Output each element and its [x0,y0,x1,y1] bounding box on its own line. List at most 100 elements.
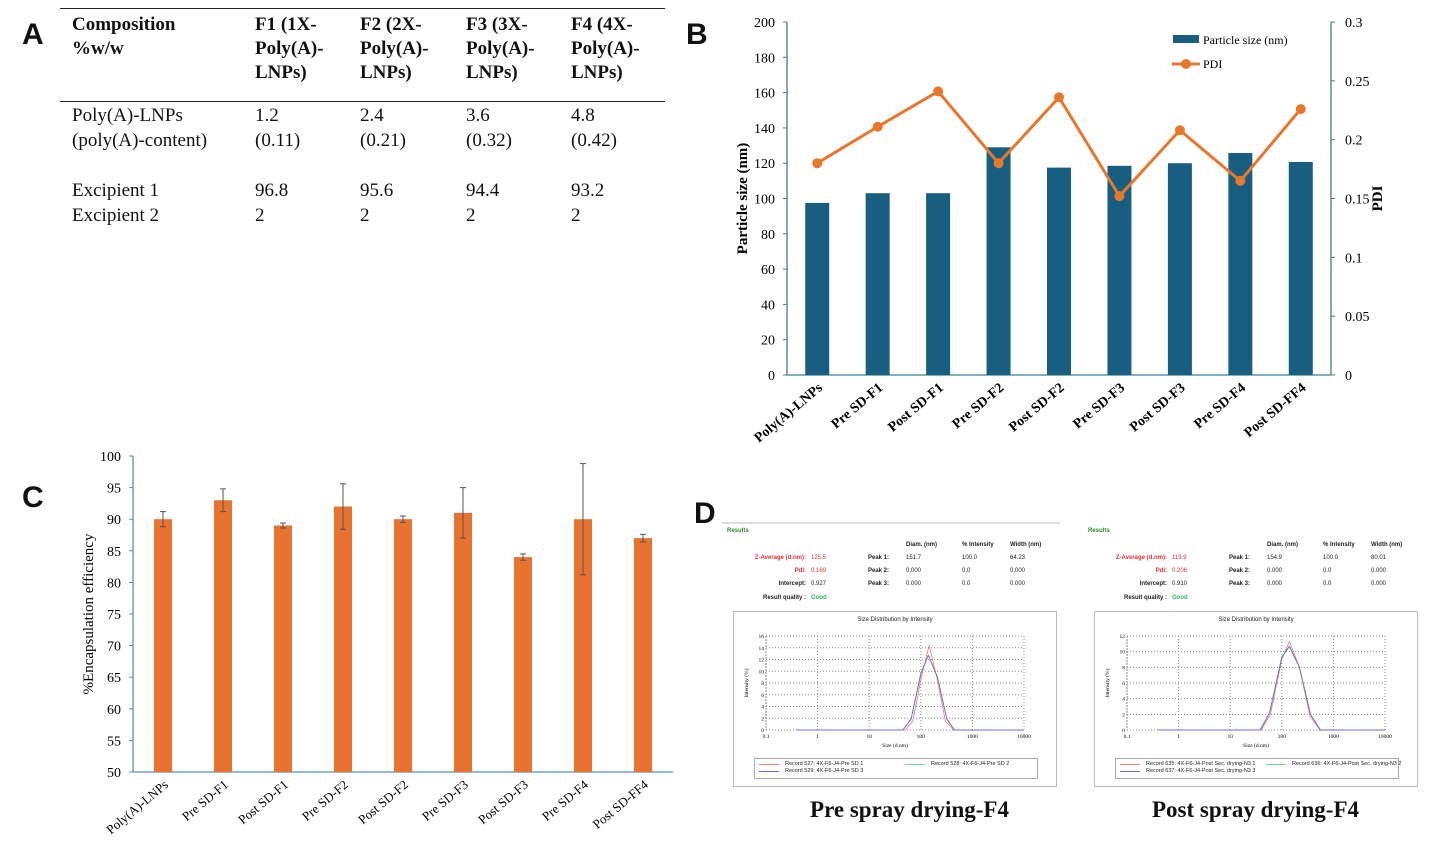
pdi-point [1114,191,1125,202]
x-tick-label: 1 [1177,734,1180,740]
legend-label-particle-size: Particle size (nm) [1203,33,1288,47]
size-distribution-chart: Size Distribution by Intensity 0.1 1 10 100 1… [1094,611,1418,787]
peak-value: 0.000 [1010,568,1026,574]
bar-particle-size [926,193,951,375]
legend-swatch-particle-size [1173,35,1199,43]
peak-value: 0.000 [906,581,922,587]
y-tick-label: 40 [761,298,775,313]
table-header-cell: Composition [72,14,176,35]
result-quality-label: Result quality : [1123,595,1167,601]
peak-value: 100.0 [1323,555,1339,561]
y-tick-label: 80 [107,576,121,591]
y-tick-label: 0 [768,369,775,384]
x-tick-label: 10 [1227,734,1233,740]
y-tick-label: 100 [100,450,121,465]
table-row-label: Excipient 2 [72,205,160,226]
dls-separator [722,522,1060,524]
y-tick-label: 75 [107,608,121,623]
table-cell: 2 [360,205,370,226]
table-header-cell: LNPs) [466,62,518,83]
dls-report: Results Diam. (nm) % Intensity Width (nm) Z-… [722,528,1067,798]
dls-report: Results Diam. (nm) % Intensity Width (nm) Z-… [1083,528,1428,798]
y-tick-label: 65 [107,671,121,686]
legend-label: Record 635: 4X-F6-J4-Post Sec. drying-N3… [1146,761,1256,767]
x-tick-label: 10000 [1017,734,1031,740]
x-tick-label: 1000 [1328,734,1339,740]
table-header-cell: Poly(A)- [360,38,429,59]
table-cell: 2 [571,205,581,226]
table-cell: 94.4 [466,180,500,201]
dls-legend: Record 527: 4X-F6-J4-Pre SD 1 Record 528:… [754,758,1038,779]
results-heading: Results [1088,528,1110,534]
bar-particle-size [986,147,1011,375]
bar-particle-size [1288,161,1313,375]
intercept-value: 0.910 [1172,581,1188,587]
bar-particle-size [865,193,890,375]
x-tick-label: 0.1 [763,734,770,740]
table-cell: 2 [466,205,476,226]
y-tick-label: 10 [1120,650,1126,656]
intercept-label: Intercept: [778,581,806,587]
y-tick-label: 100 [754,193,775,208]
legend-label: Record 636: 4X-F6-J4-Post Sec. drying-N3… [1292,761,1402,767]
peak-value: 0.000 [1010,581,1026,587]
table-cell: 93.2 [571,180,605,201]
peak-value: 0.0 [1323,581,1332,587]
panel-label-d: D [694,497,716,530]
size-distribution-plot: 0.1 1 10 100 1000 10000 0 2 4 6 8 10 12 14 16 Size (d.n… [743,634,1031,749]
result-quality-label: Result quality : [762,595,806,601]
peak-label: Peak 3: [1229,581,1251,587]
chart-title: Size Distribution by Intensity [1218,617,1294,623]
table-header-cell: LNPs) [255,62,307,83]
y-tick-label: 8 [1122,665,1125,671]
results-heading: Results [727,528,749,534]
table-cell: 1.2 [255,105,279,126]
table-top-rule [60,8,665,9]
peak-value: 154.9 [1267,555,1283,561]
legend-label: Record 527: 4X-F6-J4-Pre SD 1 [785,761,864,767]
table-cell: 96.8 [255,180,289,201]
record-curve [1158,645,1385,731]
particle-size-pdi-chart: 0 20 40 60 80 100 120 140 160 180 200 0 0.05 0.1 0.15 0… [735,16,1386,446]
record-curve [1158,646,1385,731]
bar-particle-size [805,202,830,375]
column-header: Diam. (nm) [1267,542,1299,548]
size-distribution-plot: 0.1 1 10 100 1000 10000 0 2 4 6 8 10 12 Size (d.nm) In… [1104,634,1392,749]
table-header-cell: Poly(A)- [466,38,535,59]
x-tick-label: 10000 [1378,734,1392,740]
column-header: % Intensity [962,542,994,548]
peak-label: Peak 2: [1229,568,1251,574]
legend-label: Record 637: 4X-F6-J4-Post Sec. drying-N3… [1146,768,1256,774]
y-tick-label: 90 [107,513,121,528]
table-cell: (0.21) [360,130,406,151]
legend-swatch [1120,771,1140,772]
y-tick-label: 200 [754,16,775,31]
x-tick-label: 10 [866,734,872,740]
peak-value: 0.000 [1371,568,1387,574]
y-tick-label: 12 [1120,634,1126,640]
record-curve [797,644,1024,731]
peak-value: 0.000 [1371,581,1387,587]
composition-table: Composition %w/w F1 (1X- Poly(A)- LNPs) F2 (2… [60,8,665,238]
pdi-point [1295,104,1306,115]
x-axis-label: Size (d.nm) [1243,742,1269,749]
peak-label: Peak 2: [868,568,890,574]
peak-value: 0.0 [1323,568,1332,574]
table-header-cell: Poly(A)- [255,38,324,59]
record-curve [1158,641,1385,731]
y-axis-label: Particle size (nm) [735,143,751,255]
table-cell: (0.42) [571,130,617,151]
legend-swatch [905,764,925,765]
peak-value: 0.000 [1267,581,1283,587]
size-distribution-chart: Size Distribution by Intensity 0.1 1 10 100 1… [733,611,1057,787]
peak-value: 64.23 [1010,555,1026,561]
y-tick-label: 6 [1122,681,1125,687]
table-row-label: Excipient 1 [72,180,160,201]
result-quality-value: Good [1172,595,1188,601]
peak-label: Peak 1: [1229,555,1251,561]
bar-encapsulation [514,557,532,772]
y2-tick-label: 0.15 [1345,193,1370,208]
pdi-label: Pdl: [794,568,806,574]
intercept-value: 0.927 [811,581,827,587]
legend-marker-pdi [1181,59,1191,69]
